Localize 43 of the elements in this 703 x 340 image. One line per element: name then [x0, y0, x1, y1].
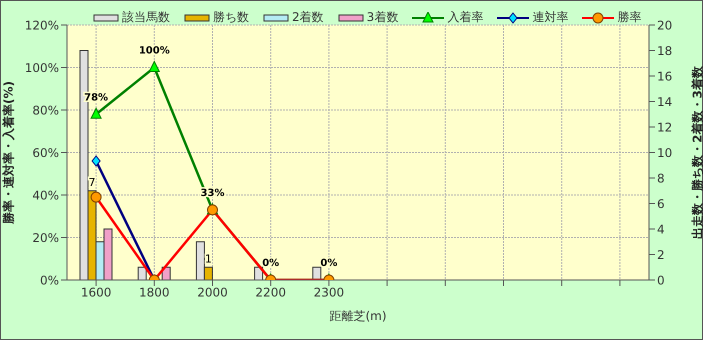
legend-label: 入着率 [447, 9, 484, 26]
x-tick-label: 2000 [197, 286, 228, 300]
data-label: 0% [320, 258, 338, 269]
data-label: 100% [138, 46, 170, 56]
y2-tick-label: 16 [657, 69, 672, 84]
data-label: 1 [204, 252, 212, 266]
legend-label: 勝ち数 [213, 9, 249, 26]
legend-label: 勝率 [617, 9, 642, 26]
x-tick-label: 1800 [139, 286, 170, 300]
x-tick-label: 2300 [314, 286, 344, 300]
y2-tick-label: 8 [657, 171, 665, 186]
bar [138, 266, 147, 280]
y-tick-label: 100% [24, 60, 59, 75]
point [90, 108, 102, 119]
y2-axis-title: 出走数・勝ち数・2着数・3着数 [690, 65, 703, 239]
point [148, 61, 160, 72]
legend-label: 連対率 [532, 9, 568, 26]
y-tick-label: 80% [32, 103, 59, 118]
y2-tick-label: 0 [657, 273, 665, 288]
legend-label: 該当馬数 [122, 9, 170, 26]
point [92, 156, 101, 166]
y2-tick-label: 14 [657, 94, 672, 109]
x-tick-label: 1600 [80, 286, 112, 300]
data-label: 0% [262, 258, 280, 269]
x-tick-label: 2200 [255, 286, 286, 300]
legend-label: 2着数 [292, 9, 324, 26]
y-tick-label: 40% [32, 188, 59, 202]
y-tick-label: 20% [32, 230, 59, 245]
y-tick-label: 0% [40, 273, 59, 288]
y2-tick-label: 18 [657, 44, 672, 58]
y2-tick-label: 10 [657, 146, 672, 160]
y2-tick-label: 20 [657, 18, 672, 32]
bar [312, 266, 322, 280]
x-axis-title: 距離芝(m) [329, 309, 387, 323]
y2-tick-label: 6 [657, 196, 665, 211]
y2-tick-label: 2 [657, 248, 665, 262]
legend-label: 3着数 [366, 9, 398, 26]
y-tick-label: 60% [32, 146, 59, 160]
y-axis-title: 勝率・連対率・入着率(%) [1, 81, 16, 225]
y-tick-label: 120% [24, 18, 59, 32]
y2-tick-label: 12 [657, 120, 672, 134]
y2-tick-label: 4 [657, 222, 665, 236]
data-label: 7 [88, 176, 96, 189]
